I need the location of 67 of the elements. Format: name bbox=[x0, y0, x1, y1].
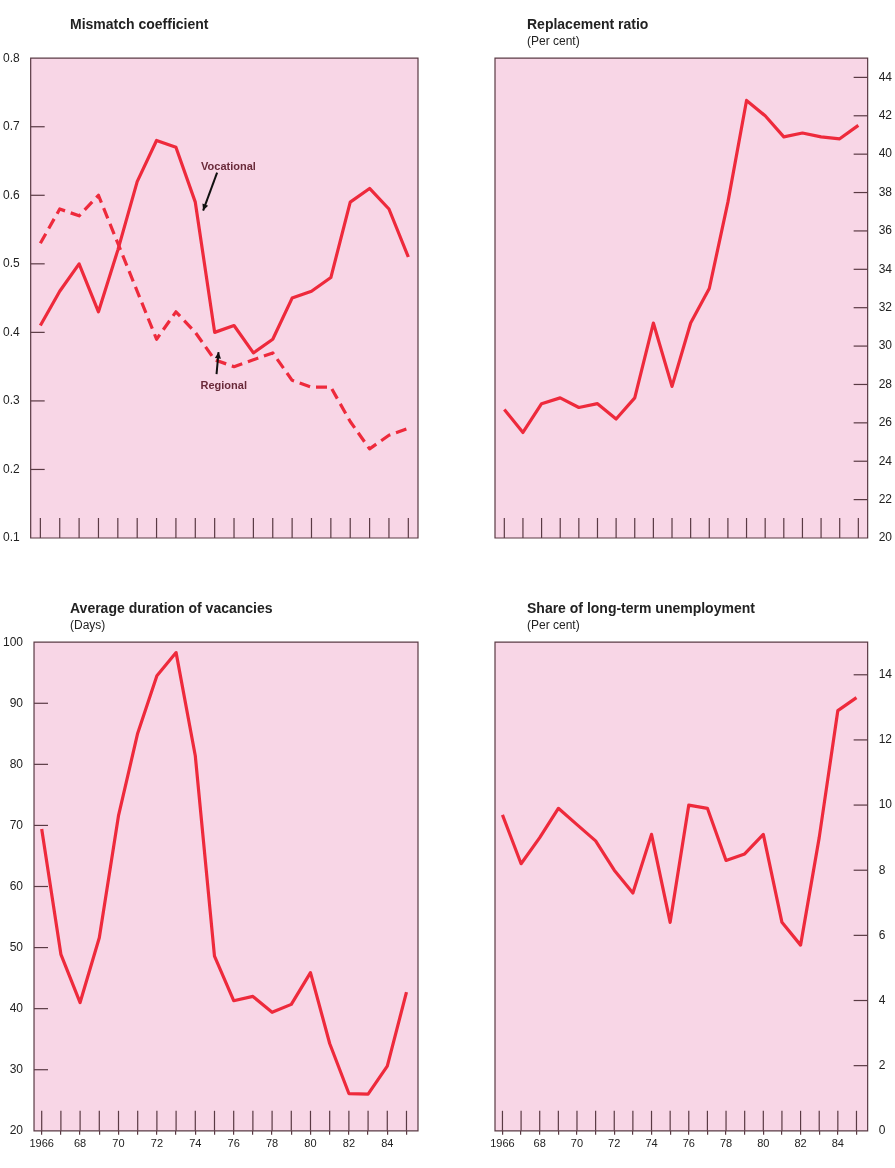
y-tick-label: 28 bbox=[878, 376, 893, 391]
y-tick-label: 20 bbox=[9, 1123, 24, 1138]
x-tick-label: 80 bbox=[757, 1137, 770, 1150]
y-tick-label: 44 bbox=[878, 69, 893, 84]
y-tick-label: 0.8 bbox=[2, 50, 20, 65]
y-tick-label: 32 bbox=[878, 300, 893, 315]
x-tick-label: 72 bbox=[150, 1137, 164, 1150]
chart-title: Average duration of vacancies bbox=[70, 600, 274, 618]
x-tick-label: 68 bbox=[73, 1137, 87, 1150]
y-tick-label: 34 bbox=[878, 261, 893, 276]
y-tick-label: 90 bbox=[9, 695, 24, 710]
y-tick-label: 0.3 bbox=[2, 393, 20, 408]
y-tick-label: 0.4 bbox=[2, 324, 20, 339]
x-tick-label: 1966 bbox=[29, 1137, 54, 1150]
y-tick-label: 50 bbox=[9, 939, 24, 954]
y-tick-label: 0.1 bbox=[2, 530, 20, 545]
y-tick-label: 30 bbox=[9, 1062, 24, 1077]
y-tick-label: 22 bbox=[878, 491, 893, 506]
chart-title: Replacement ratio bbox=[527, 16, 650, 34]
annotation: Vocational bbox=[201, 159, 256, 172]
x-tick-label: 70 bbox=[112, 1137, 125, 1150]
y-tick-label: 6 bbox=[878, 927, 886, 942]
x-tick-label: 78 bbox=[265, 1137, 279, 1150]
y-tick-label: 40 bbox=[9, 1000, 24, 1015]
chart-subtitle: (Days) bbox=[70, 618, 107, 633]
x-tick-label: 68 bbox=[533, 1137, 546, 1150]
x-tick-label: 76 bbox=[682, 1137, 695, 1150]
y-tick-label: 42 bbox=[878, 108, 893, 123]
y-tick-label: 10 bbox=[878, 797, 893, 812]
y-tick-label: 0.2 bbox=[2, 461, 20, 476]
y-tick-label: 30 bbox=[878, 338, 893, 353]
chart-subtitle: (Per cent) bbox=[527, 618, 581, 633]
x-tick-label: 84 bbox=[381, 1137, 394, 1150]
y-tick-label: 8 bbox=[878, 862, 886, 877]
y-tick-label: 0.7 bbox=[2, 119, 20, 134]
y-tick-label: 12 bbox=[878, 732, 893, 747]
y-tick-label: 2 bbox=[878, 1057, 886, 1072]
chart-title: Share of long-term unemployment bbox=[527, 600, 756, 618]
x-tick-label: 78 bbox=[719, 1137, 733, 1150]
y-tick-label: 4 bbox=[878, 992, 886, 1007]
y-tick-label: 0.5 bbox=[2, 256, 20, 271]
y-tick-label: 0 bbox=[878, 1123, 886, 1138]
chart-subtitle: (Per cent) bbox=[527, 34, 581, 49]
x-tick-label: 80 bbox=[304, 1137, 317, 1150]
x-tick-label: 84 bbox=[831, 1137, 844, 1150]
y-tick-label: 20 bbox=[878, 530, 893, 545]
annotation: Regional bbox=[200, 379, 247, 392]
x-tick-label: 1966 bbox=[490, 1137, 515, 1150]
y-tick-label: 14 bbox=[878, 667, 893, 682]
x-tick-label: 74 bbox=[189, 1137, 202, 1150]
y-tick-label: 70 bbox=[9, 817, 24, 832]
y-tick-label: 0.6 bbox=[2, 187, 20, 202]
y-tick-label: 26 bbox=[878, 415, 893, 430]
y-tick-label: 40 bbox=[878, 146, 893, 161]
y-tick-label: 38 bbox=[878, 184, 893, 199]
x-tick-label: 82 bbox=[342, 1137, 356, 1150]
y-tick-label: 24 bbox=[878, 453, 893, 468]
x-tick-label: 74 bbox=[645, 1137, 658, 1150]
x-tick-label: 72 bbox=[608, 1137, 621, 1150]
x-tick-label: 70 bbox=[570, 1137, 584, 1150]
y-tick-label: 36 bbox=[878, 223, 893, 238]
x-tick-label: 82 bbox=[794, 1137, 807, 1150]
x-tick-label: 76 bbox=[227, 1137, 240, 1150]
y-tick-label: 100 bbox=[2, 634, 24, 649]
y-tick-label: 60 bbox=[9, 878, 24, 893]
chart-title: Mismatch coefficient bbox=[70, 16, 210, 34]
y-tick-label: 80 bbox=[9, 756, 24, 771]
